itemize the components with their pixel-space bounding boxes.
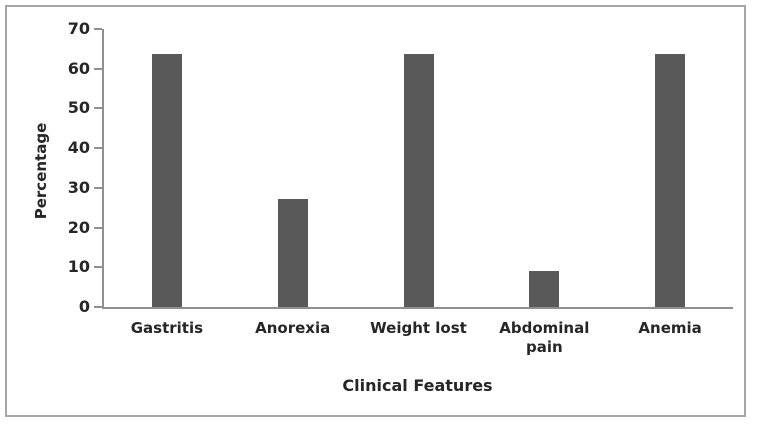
y-tick-mark	[94, 28, 102, 30]
x-category-label-anorexia: Anorexia	[255, 319, 331, 337]
y-tick-mark	[94, 306, 102, 308]
bar-anorexia	[277, 199, 308, 307]
y-tick-label: 60	[67, 58, 90, 78]
y-tick-label: 30	[67, 177, 90, 197]
bar-anemia	[655, 54, 686, 307]
x-category-label-abdominal-pain: Abdominal pain	[499, 319, 590, 356]
y-tick-mark	[94, 226, 102, 229]
y-tick-mark	[94, 266, 102, 269]
x-category-label-anemia: Anemia	[638, 319, 702, 337]
y-tick-label: 50	[67, 98, 90, 118]
y-tick-label: 0	[78, 297, 90, 316]
plot-area: 0 10 20 30 40 50 60 70 Gastritis Anorexia Weight l…	[68, 19, 733, 356]
y-tick-label: 40	[67, 138, 90, 158]
y-tick-mark	[94, 147, 102, 150]
x-category-label-weight-lost: Weight lost	[370, 319, 467, 337]
y-axis-title: Percentage	[32, 122, 50, 220]
y-tick-label: 10	[67, 257, 90, 277]
y-tick-mark	[94, 186, 102, 189]
y-tick-label: 70	[67, 19, 90, 38]
x-axis-title: Clinical Features	[342, 376, 493, 395]
y-tick-mark	[94, 107, 102, 110]
x-category-label-gastritis: Gastritis	[130, 319, 204, 337]
bar-gastritis	[151, 54, 182, 307]
y-tick-label: 20	[67, 217, 90, 237]
bar-abdominal-pain	[529, 271, 560, 307]
y-tick-mark	[94, 67, 102, 70]
bar-weight-lost	[403, 54, 434, 307]
